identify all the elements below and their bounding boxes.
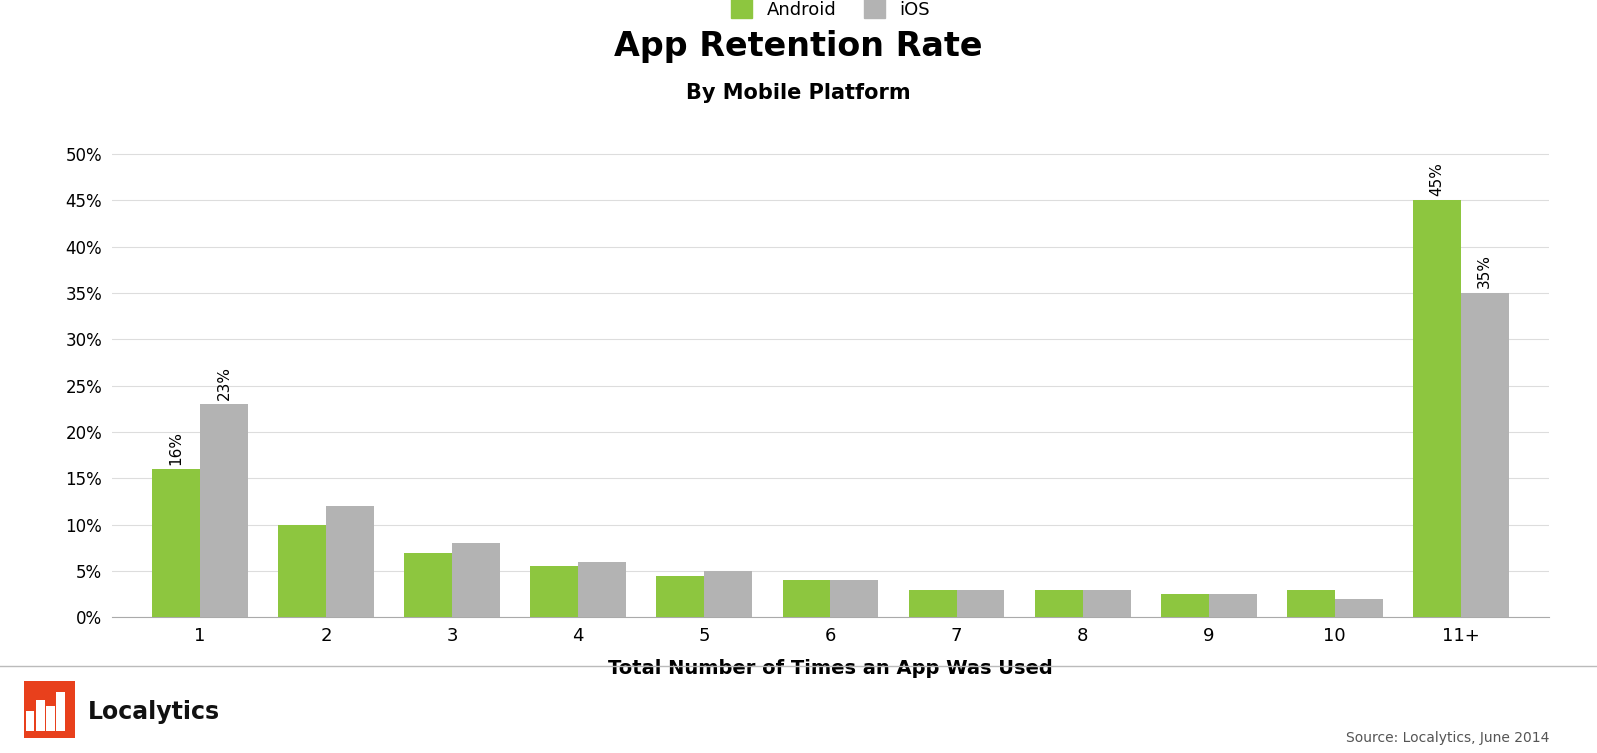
Bar <box>704 571 752 617</box>
Bar <box>1335 599 1383 617</box>
FancyBboxPatch shape <box>19 677 80 742</box>
Text: 23%: 23% <box>217 366 232 400</box>
Text: Localytics: Localytics <box>88 700 220 724</box>
Text: By Mobile Platform: By Mobile Platform <box>687 83 910 103</box>
Bar <box>152 469 200 617</box>
Text: 45%: 45% <box>1429 162 1444 196</box>
Bar <box>1461 293 1509 617</box>
Text: 16%: 16% <box>169 431 184 465</box>
Bar <box>56 691 65 731</box>
Bar <box>1161 594 1209 617</box>
Text: Source: Localytics, June 2014: Source: Localytics, June 2014 <box>1346 731 1549 745</box>
Bar <box>326 506 374 617</box>
Bar <box>1209 594 1257 617</box>
Bar <box>452 544 500 617</box>
Bar <box>26 712 35 731</box>
Bar <box>1083 590 1131 617</box>
Bar <box>656 576 704 617</box>
Bar <box>957 590 1005 617</box>
Bar <box>1413 200 1461 617</box>
Text: 35%: 35% <box>1477 255 1492 288</box>
Bar <box>578 562 626 617</box>
Bar <box>530 566 578 617</box>
Text: App Retention Rate: App Retention Rate <box>615 30 982 63</box>
Bar <box>909 590 957 617</box>
Bar <box>404 553 452 617</box>
Bar <box>37 700 45 731</box>
X-axis label: Total Number of Times an App Was Used: Total Number of Times an App Was Used <box>608 659 1052 678</box>
Bar <box>783 581 830 617</box>
Bar <box>830 581 878 617</box>
Bar <box>278 525 326 617</box>
Legend: Android, iOS: Android, iOS <box>722 0 939 28</box>
Bar <box>200 404 248 617</box>
Bar <box>1035 590 1083 617</box>
Bar <box>46 706 54 731</box>
Bar <box>1287 590 1335 617</box>
